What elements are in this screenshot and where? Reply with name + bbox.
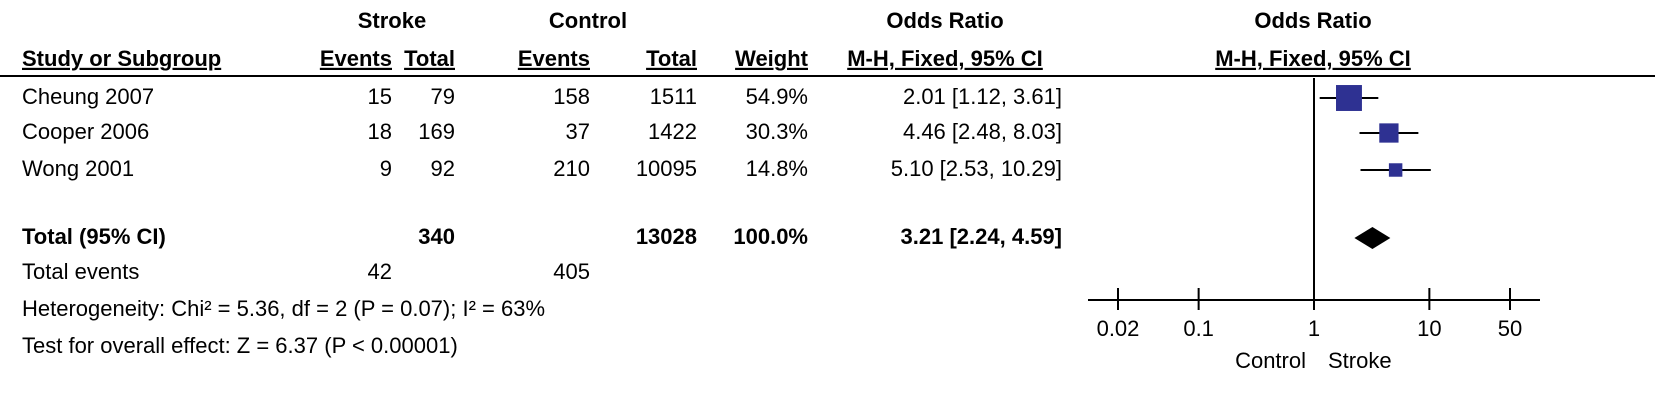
x-tick-label: 1 — [1308, 316, 1320, 341]
table-cell: 2.01 [1.12, 3.61] — [903, 84, 1062, 109]
x-tick-label: 10 — [1417, 316, 1441, 341]
favours-label: Control — [1235, 348, 1306, 373]
x-tick-label: 50 — [1498, 316, 1522, 341]
total-cell: 13028 — [636, 224, 697, 249]
total-cell: 3.21 [2.24, 4.59] — [901, 224, 1062, 249]
table-cell: 1511 — [650, 84, 697, 109]
table-cell: 169 — [418, 119, 455, 144]
table-cell: 79 — [431, 84, 455, 109]
table-cell: 15 — [368, 84, 392, 109]
table-cell: 92 — [431, 156, 455, 181]
table-cell: Cheung 2007 — [22, 84, 154, 109]
group-header: Stroke — [358, 8, 426, 33]
table-cell: 54.9% — [746, 84, 808, 109]
table-cell: 14.8% — [746, 156, 808, 181]
total-cell: 100.0% — [733, 224, 808, 249]
footnote: Heterogeneity: Chi² = 5.36, df = 2 (P = … — [22, 296, 545, 321]
table-cell: Total events — [22, 259, 139, 284]
column-header: Total — [646, 46, 697, 71]
column-header: M-H, Fixed, 95% CI — [847, 46, 1043, 71]
table-cell: Cooper 2006 — [22, 119, 149, 144]
table-cell: 9 — [380, 156, 392, 181]
summary-diamond — [1354, 227, 1391, 249]
table-cell: 10095 — [636, 156, 697, 181]
total-cell: 340 — [418, 224, 455, 249]
table-cell: 4.46 [2.48, 8.03] — [903, 119, 1062, 144]
table-cell: 37 — [566, 119, 590, 144]
group-header: Odds Ratio — [886, 8, 1003, 33]
footnote: Test for overall effect: Z = 6.37 (P < 0… — [22, 333, 458, 358]
column-header: Events — [320, 46, 392, 71]
x-tick-label: 0.02 — [1097, 316, 1140, 341]
table-cell: 30.3% — [746, 119, 808, 144]
table-cell: Wong 2001 — [22, 156, 134, 181]
column-header: Weight — [735, 46, 809, 71]
group-header: Control — [549, 8, 627, 33]
table-cell: 210 — [553, 156, 590, 181]
effect-marker — [1379, 123, 1399, 143]
effect-marker — [1388, 163, 1403, 177]
column-header: Total — [404, 46, 455, 71]
table-cell: 158 — [553, 84, 590, 109]
total-cell: Total (95% CI) — [22, 224, 166, 249]
table-cell: 42 — [368, 259, 392, 284]
group-header: Odds Ratio — [1254, 8, 1371, 33]
table-cell: 405 — [553, 259, 590, 284]
table-cell: 5.10 [2.53, 10.29] — [891, 156, 1062, 181]
favours-label: Stroke — [1328, 348, 1392, 373]
column-header: Events — [518, 46, 590, 71]
effect-marker — [1336, 85, 1362, 111]
table-cell: 1422 — [648, 119, 697, 144]
column-header: M-H, Fixed, 95% CI — [1215, 46, 1411, 71]
x-tick-label: 0.1 — [1183, 316, 1214, 341]
column-header: Study or Subgroup — [22, 46, 221, 71]
table-cell: 18 — [368, 119, 392, 144]
